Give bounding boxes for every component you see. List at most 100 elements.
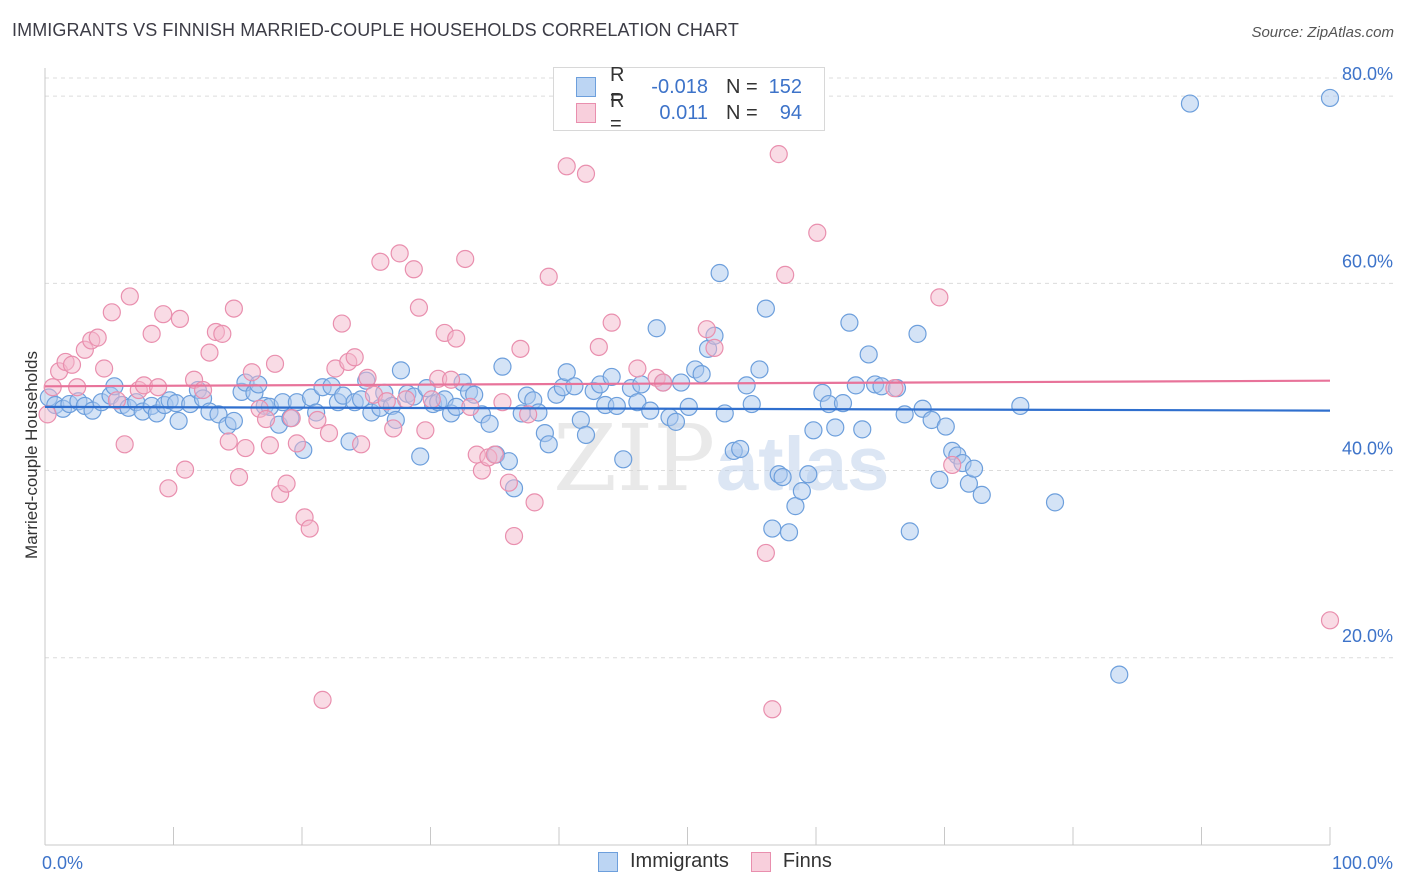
point-finns (358, 368, 377, 387)
point-finns (300, 519, 319, 538)
point-finns (213, 324, 232, 343)
point-immigrants (493, 357, 512, 376)
point-immigrants (391, 361, 411, 380)
point-finns (384, 419, 403, 438)
point-immigrants (224, 411, 243, 431)
legend-item-immigrants: Immigrants (598, 850, 729, 873)
legend-swatch-immigrants (598, 851, 618, 872)
point-immigrants (930, 470, 949, 490)
point-immigrants (692, 365, 711, 384)
point-finns (697, 320, 716, 339)
point-immigrants (576, 425, 596, 445)
point-immigrants (1045, 493, 1065, 512)
point-immigrants (972, 485, 991, 504)
point-finns (332, 314, 351, 333)
point-immigrants (826, 418, 845, 437)
legend-n-label: N = (726, 101, 758, 124)
point-immigrants (786, 497, 805, 516)
legend-swatch-finns (750, 851, 771, 872)
point-finns (287, 434, 306, 453)
series-legend: Immigrants Finns (598, 850, 854, 873)
point-finns (115, 435, 134, 454)
point-finns (808, 223, 827, 242)
point-immigrants (679, 397, 698, 416)
point-finns (308, 410, 327, 430)
point-finns (102, 303, 121, 322)
point-finns (282, 409, 301, 428)
chart-title: IMMIGRANTS VS FINNISH MARRIED-COUPLE HOU… (12, 20, 739, 40)
point-immigrants (411, 447, 430, 466)
point-immigrants (900, 522, 919, 541)
point-finns (557, 157, 576, 176)
point-finns (95, 359, 114, 378)
point-finns (148, 378, 168, 397)
point-finns (499, 473, 518, 492)
trendline-finns (44, 379, 1331, 388)
point-finns (763, 700, 782, 719)
point-finns (396, 390, 416, 409)
point-finns (313, 690, 332, 709)
legend-row-immigrants: R = -0.018 N = 152 (576, 64, 802, 109)
point-finns (377, 392, 396, 411)
point-finns (404, 260, 423, 279)
point-immigrants (908, 324, 927, 343)
point-finns (107, 391, 127, 410)
point-immigrants (833, 394, 853, 413)
point-finns (416, 421, 435, 440)
point-finns (120, 287, 139, 306)
legend-item-finns: Finns (750, 850, 832, 873)
point-finns (260, 436, 279, 455)
point-finns (589, 337, 608, 357)
point-finns (409, 298, 429, 317)
point-immigrants (557, 363, 576, 382)
point-finns (352, 435, 371, 454)
y-tick-label: 80.0% (1342, 64, 1393, 84)
point-immigrants (1110, 665, 1129, 684)
point-finns (371, 252, 390, 271)
point-immigrants (804, 421, 823, 440)
chart-source: Source: ZipAtlas.com (1251, 24, 1394, 41)
point-immigrants (710, 263, 729, 283)
point-finns (229, 467, 249, 487)
legend-label-immigrants: Immigrants (630, 850, 729, 872)
point-finns (265, 354, 285, 373)
point-finns (319, 423, 339, 443)
point-immigrants (666, 412, 686, 431)
point-finns (628, 359, 647, 378)
point-finns (219, 432, 238, 451)
point-finns (154, 305, 173, 324)
point-immigrants (756, 299, 775, 318)
point-finns (539, 267, 558, 286)
point-immigrants (731, 439, 750, 459)
point-immigrants (853, 420, 872, 439)
legend-n-value: 152 (768, 75, 802, 98)
point-finns (159, 479, 178, 498)
x-tick-label: 0.0% (42, 853, 83, 873)
point-finns (242, 363, 261, 382)
trendline-immigrants (44, 405, 1331, 412)
point-immigrants (628, 393, 647, 412)
legend-n-value: 94 (779, 101, 802, 124)
point-finns (456, 249, 475, 269)
point-immigrants (565, 377, 584, 396)
point-finns (511, 339, 530, 358)
point-immigrants (1011, 396, 1030, 416)
x-tick-label: 100.0% (1332, 853, 1393, 873)
point-immigrants (964, 459, 984, 478)
point-immigrants (750, 360, 769, 379)
point-immigrants (792, 482, 811, 501)
point-finns (461, 397, 480, 416)
point-finns (705, 338, 724, 358)
tick-labels: 20.0% 40.0% 60.0% 80.0% 0.0% 100.0% (42, 64, 1393, 873)
point-finns (390, 244, 409, 263)
point-finns (1320, 611, 1340, 630)
point-finns (447, 329, 466, 348)
point-finns (170, 309, 190, 328)
y-axis-label: Married-couple Households (22, 351, 41, 559)
point-immigrants (169, 411, 188, 431)
point-finns (62, 355, 82, 374)
point-immigrants (763, 519, 782, 538)
point-finns (493, 393, 512, 412)
point-finns (885, 379, 904, 398)
